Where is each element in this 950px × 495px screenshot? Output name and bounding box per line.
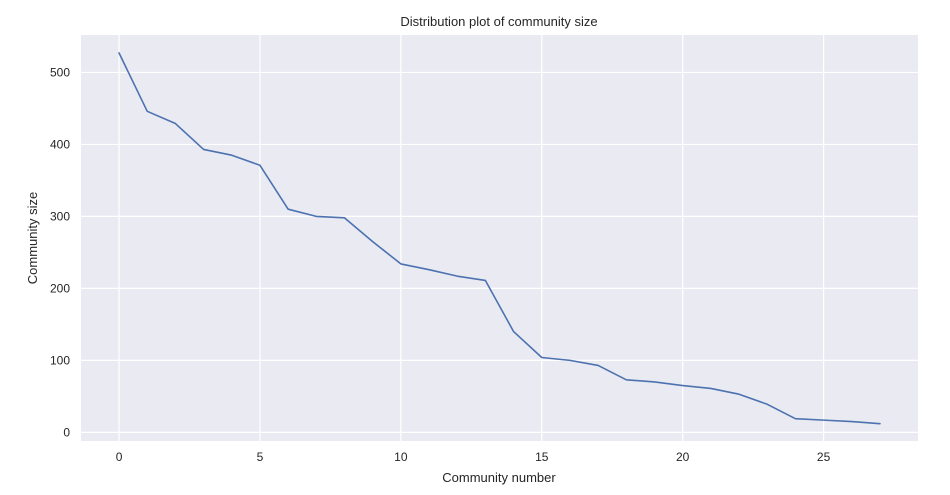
- data-point: [455, 274, 460, 279]
- data-point: [652, 379, 657, 384]
- y-axis-label: Community size: [25, 192, 40, 284]
- data-point: [511, 329, 516, 334]
- y-tick-label: 300: [50, 209, 70, 223]
- data-point: [596, 363, 601, 368]
- x-tick-label: 15: [535, 450, 549, 464]
- y-axis-ticks: 0 100 200 300 400 500: [50, 65, 70, 439]
- y-tick-label: 500: [50, 65, 70, 79]
- x-tick-label: 20: [676, 450, 690, 464]
- data-point: [201, 147, 206, 152]
- data-point: [286, 207, 291, 212]
- data-point: [314, 214, 319, 219]
- data-point: [173, 121, 178, 126]
- data-point: [539, 355, 544, 360]
- plot-area: [81, 35, 918, 441]
- series-layer: [117, 51, 882, 426]
- x-tick-label: 25: [817, 450, 831, 464]
- data-point: [567, 358, 572, 363]
- grid-lines: [81, 35, 918, 441]
- x-tick-label: 0: [116, 450, 123, 464]
- data-point: [229, 153, 234, 158]
- x-axis-label: Community number: [442, 470, 556, 485]
- data-point: [877, 421, 882, 426]
- data-point: [849, 419, 854, 424]
- data-point: [427, 267, 432, 272]
- x-axis-ticks: 0 5 10 15 20 25: [116, 450, 831, 464]
- data-point: [793, 416, 798, 421]
- data-point: [624, 377, 629, 382]
- y-tick-label: 100: [50, 353, 70, 367]
- data-point: [765, 402, 770, 407]
- data-point: [145, 109, 150, 114]
- data-point: [821, 418, 826, 423]
- y-tick-label: 400: [50, 137, 70, 151]
- data-point: [680, 383, 685, 388]
- series-line: [118, 52, 881, 425]
- data-point: [398, 261, 403, 266]
- data-point: [257, 163, 262, 168]
- x-tick-label: 5: [257, 450, 264, 464]
- y-tick-label: 0: [63, 425, 70, 439]
- chart-title: Distribution plot of community size: [400, 14, 597, 29]
- data-point: [342, 215, 347, 220]
- data-point: [737, 392, 742, 397]
- data-point: [370, 239, 375, 244]
- data-point: [117, 51, 122, 56]
- data-point: [483, 278, 488, 283]
- x-tick-label: 10: [394, 450, 408, 464]
- data-point: [708, 386, 713, 391]
- y-tick-label: 200: [50, 281, 70, 295]
